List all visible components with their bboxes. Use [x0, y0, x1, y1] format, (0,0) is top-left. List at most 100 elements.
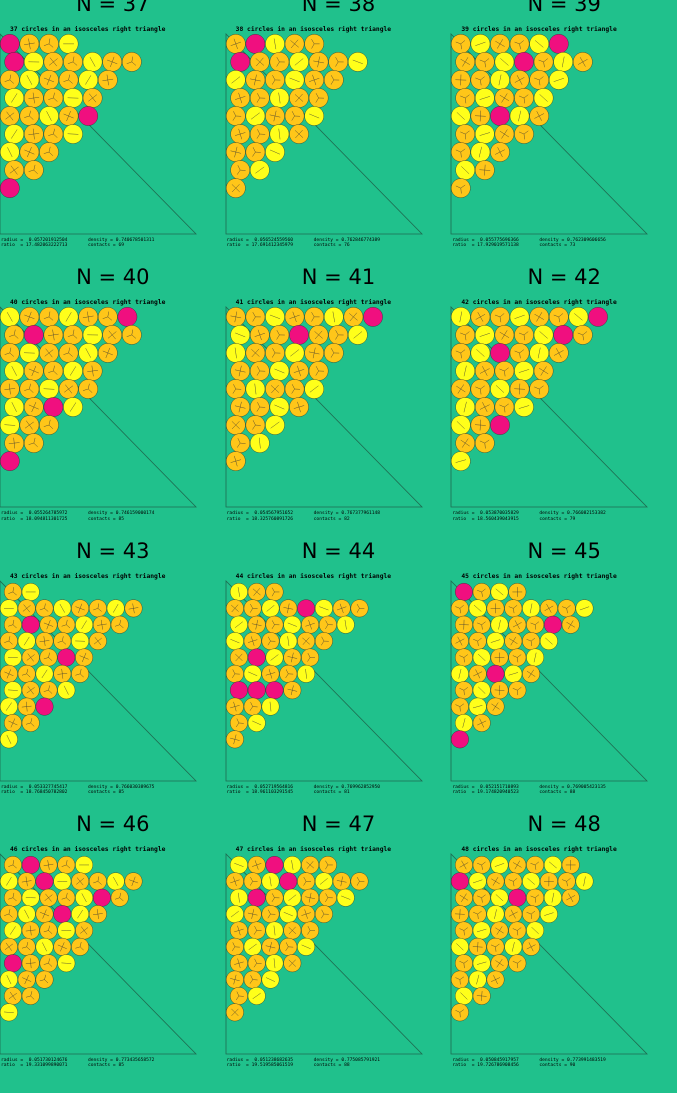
packed-circle	[328, 52, 348, 72]
radius-value: 0.055775696366	[480, 238, 519, 243]
packed-circle	[39, 954, 58, 972]
ratio-label: ratio =	[226, 789, 249, 795]
packed-circle	[283, 855, 301, 874]
packed-circle	[4, 124, 24, 144]
packed-circle	[568, 307, 589, 327]
packed-circle	[24, 325, 44, 345]
packing-panel: N = 39 39 circles in an isosceles right t…	[450, 0, 677, 273]
density-value: 0.766030389675	[115, 784, 155, 790]
packed-circle	[328, 325, 348, 345]
packed-circle	[265, 888, 284, 907]
packed-circle	[455, 52, 476, 72]
packed-circle	[264, 379, 285, 400]
packed-circle	[39, 307, 59, 327]
packed-circle	[473, 615, 491, 634]
panel-subtitle: 39 circles in an isosceles right triangl…	[461, 26, 617, 33]
packed-circle	[229, 921, 248, 940]
packed-circle	[455, 433, 476, 454]
packed-circle	[514, 325, 535, 345]
packed-circle	[451, 415, 471, 436]
packed-circle	[243, 598, 262, 617]
packed-circle	[318, 888, 337, 907]
packed-circle	[225, 631, 244, 650]
packed-circle	[469, 970, 487, 989]
packed-circle	[470, 415, 491, 436]
packed-circle	[229, 888, 248, 907]
contacts-label: contacts =	[539, 1063, 567, 1069]
packed-circle	[0, 70, 20, 90]
packed-circle	[17, 697, 36, 715]
packed-circle	[0, 937, 18, 956]
packed-circle	[279, 631, 297, 650]
packed-circle	[0, 415, 20, 436]
packed-circle	[490, 680, 509, 699]
density-value: 0.773435658572	[115, 1057, 155, 1063]
packed-circle	[225, 729, 244, 748]
packed-circle	[455, 680, 474, 699]
packed-circle	[508, 648, 527, 666]
packed-circle	[562, 855, 580, 874]
packed-circle	[264, 34, 285, 54]
packed-circle	[124, 872, 143, 890]
packed-circle	[110, 615, 129, 634]
packed-circle	[490, 106, 511, 126]
packed-circle	[558, 598, 576, 617]
packed-circle	[522, 631, 541, 650]
packed-circle	[0, 872, 18, 890]
packed-circle	[475, 88, 495, 108]
packed-circle	[300, 615, 319, 634]
packed-circle	[475, 160, 495, 180]
packed-circle	[318, 855, 337, 874]
packed-circle	[229, 615, 248, 634]
packed-circle	[490, 888, 509, 907]
packed-circle	[265, 680, 284, 699]
packed-circle	[288, 325, 309, 345]
packed-circle	[470, 106, 491, 126]
packed-circle	[308, 325, 329, 345]
packed-circle	[544, 615, 563, 634]
packed-circle	[0, 343, 20, 363]
radius-value: 0.050845917957	[480, 1057, 519, 1063]
packed-circle	[508, 888, 527, 907]
packed-circle	[57, 648, 76, 666]
ratio-value: 19.726786908456	[477, 1063, 519, 1069]
ratio-value: 18.768450782802	[25, 789, 68, 795]
packed-circle	[0, 631, 18, 650]
packed-circle	[473, 888, 491, 907]
packed-circle	[314, 904, 333, 923]
packed-circle	[451, 872, 470, 890]
packed-circle	[296, 598, 315, 617]
packed-circle	[529, 307, 550, 327]
packed-circle	[261, 664, 280, 683]
packed-circle	[57, 615, 76, 634]
packed-circle	[21, 921, 40, 940]
packed-circle	[350, 872, 369, 890]
packed-circle	[4, 986, 22, 1005]
packed-circle	[451, 70, 471, 90]
packed-circle	[529, 379, 550, 400]
packed-circle	[264, 343, 285, 363]
packed-circle	[247, 986, 266, 1005]
packed-circle	[510, 307, 530, 327]
packed-circle	[53, 937, 72, 956]
packed-circle	[0, 379, 20, 400]
contacts-value: 90	[569, 1063, 576, 1069]
contacts-label: contacts =	[539, 516, 567, 522]
packed-circle	[225, 664, 244, 683]
panel-count-title: N = 43	[76, 538, 150, 563]
packed-circle	[508, 615, 527, 634]
radius-label: radius =	[1, 1057, 24, 1063]
ratio-value: 18.560439043915	[477, 516, 519, 522]
packed-circle	[494, 325, 515, 345]
packed-circle	[0, 34, 20, 54]
packed-circle	[4, 855, 22, 874]
packed-circle	[451, 729, 470, 748]
packed-circle	[490, 343, 511, 363]
packed-circle	[526, 855, 545, 874]
density-label: density =	[539, 511, 565, 517]
packed-circle	[296, 904, 315, 923]
panel-count-title: N = 48	[527, 811, 601, 836]
panel-subtitle: 48 circles in an isosceles right triangl…	[461, 845, 617, 853]
packed-circle	[362, 307, 383, 327]
packed-circle	[264, 415, 285, 436]
